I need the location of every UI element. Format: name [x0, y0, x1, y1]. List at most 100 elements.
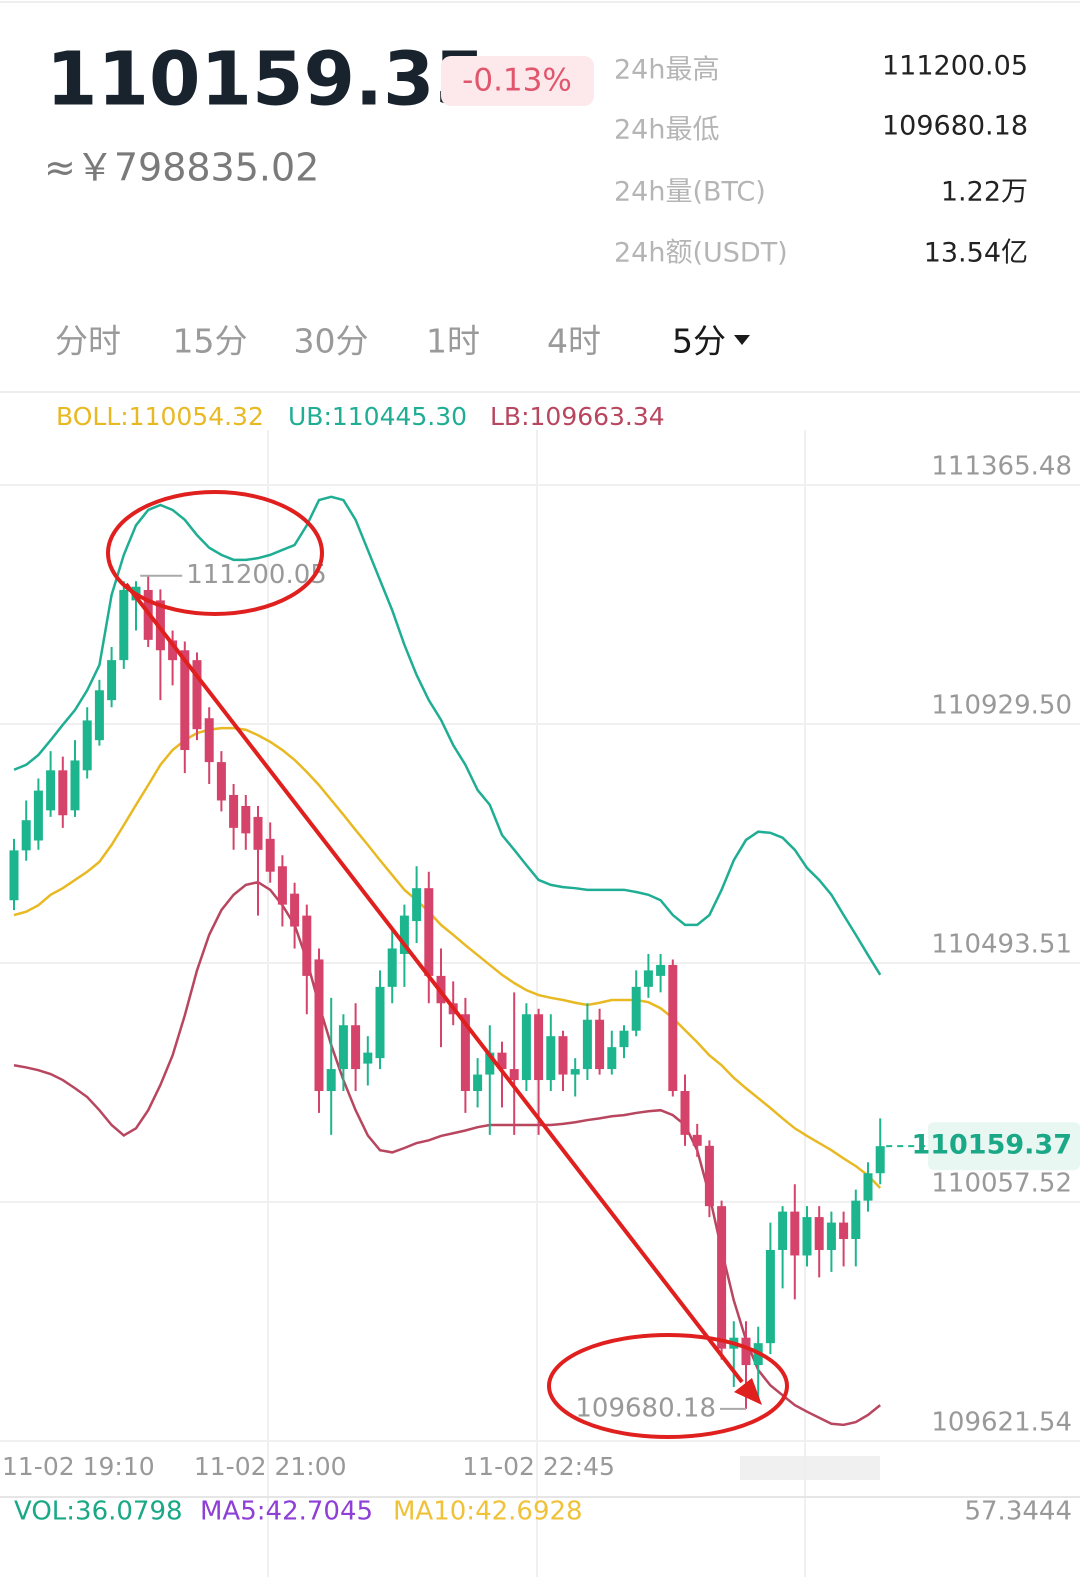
- candle-body: [473, 1074, 483, 1092]
- candle-body: [826, 1222, 836, 1250]
- candle-body: [851, 1200, 861, 1240]
- candle-body: [643, 970, 653, 987]
- tab[interactable]: 1时: [426, 322, 480, 361]
- change: -0.13%: [462, 63, 572, 99]
- candle-body: [107, 660, 117, 701]
- stat-value: 1.22万: [941, 177, 1028, 208]
- tab[interactable]: 30分: [294, 322, 369, 361]
- candle-body: [277, 866, 287, 905]
- user-annotation: [106, 490, 789, 1439]
- candle-body: [375, 986, 385, 1059]
- candle-body: [558, 1036, 568, 1075]
- dropdown-caret[interactable]: [734, 335, 750, 345]
- candle-body: [363, 1052, 373, 1064]
- candle-body: [814, 1217, 824, 1250]
- volume-legend: MA5:42.7045: [200, 1497, 373, 1527]
- candle-body: [546, 1036, 556, 1081]
- candle-body: [680, 1091, 690, 1135]
- candle-body: [875, 1146, 885, 1174]
- candle-body: [399, 915, 409, 954]
- candle-body: [82, 720, 92, 771]
- candle-body: [497, 1052, 507, 1070]
- candle-body: [387, 948, 397, 987]
- circle-annotation: [106, 490, 324, 616]
- candle-body: [424, 888, 434, 976]
- x-tick-label: 11-02 19:10: [2, 1452, 155, 1481]
- candle-body: [656, 964, 666, 976]
- candle-body: [326, 1069, 336, 1092]
- candle-body: [619, 1030, 629, 1048]
- candle-body: [692, 1134, 702, 1146]
- candle-body: [204, 718, 214, 763]
- stat-label: 24h最高: [614, 55, 719, 86]
- candle-body: [192, 660, 202, 730]
- volume-max: 57.3444: [964, 1497, 1072, 1527]
- candle-body: [21, 820, 31, 851]
- last-price-box: [928, 1122, 1080, 1171]
- candle-body: [509, 1069, 519, 1081]
- x-tick-label: 11-02 22:45: [462, 1452, 615, 1481]
- candle-body: [253, 816, 263, 850]
- candle-body: [534, 1014, 544, 1081]
- candle-body: [607, 1047, 617, 1070]
- candle-body: [631, 986, 641, 1031]
- candle-body: [314, 959, 324, 1092]
- candle-body: [582, 1019, 592, 1070]
- candle-body: [802, 1217, 812, 1256]
- candle-body: [216, 762, 226, 801]
- candle-body: [94, 690, 104, 741]
- legend-entry: UB:110445.30: [288, 402, 467, 431]
- candle-body: [46, 770, 56, 811]
- candle-body: [570, 1069, 580, 1075]
- candle-body: [521, 1014, 531, 1081]
- candle-body: [717, 1206, 727, 1349]
- band-line: [13, 726, 882, 1189]
- cny-price: ≈￥798835.02: [44, 146, 319, 190]
- legend-entry: LB:109663.34: [490, 402, 665, 431]
- arrow-line: [124, 582, 744, 1384]
- stat-label: 24h量(BTC): [614, 177, 766, 208]
- tab[interactable]: 4时: [547, 322, 601, 361]
- price: 110159.35: [46, 37, 486, 123]
- stat-label: 24h最低: [614, 115, 719, 146]
- y-tick-label: 109621.54: [931, 1408, 1072, 1438]
- plot: 111365.48 110929.50 110493.51 110057.52 1096…: [0, 402, 1080, 1527]
- candle-body: [302, 915, 312, 976]
- stat-value: 13.54亿: [924, 238, 1028, 269]
- x-tick-label: 11-02 21:00: [194, 1452, 347, 1481]
- y-tick-label: 111365.48: [931, 452, 1072, 482]
- tab[interactable]: 15分: [173, 322, 248, 361]
- candle-body: [180, 650, 190, 751]
- candle-body: [790, 1211, 800, 1256]
- candle-body: [168, 640, 178, 661]
- y-tick-label: 110929.50: [931, 691, 1072, 721]
- stat-value: 111200.05: [882, 51, 1028, 82]
- band-line: [13, 880, 881, 1427]
- candle-body: [351, 1025, 361, 1070]
- candle-body: [229, 794, 239, 828]
- candle-body: [741, 1337, 751, 1366]
- candle-body: [33, 790, 43, 841]
- last-price-label: 110159.37: [911, 1130, 1072, 1161]
- circle-annotation: [547, 1333, 789, 1439]
- stat-value: 109680.18: [882, 111, 1028, 142]
- tab[interactable]: 分时: [55, 322, 121, 361]
- candle-body: [863, 1173, 873, 1201]
- candle-body: [485, 1052, 495, 1075]
- legend-entry: BOLL:110054.32: [56, 402, 264, 431]
- candle-body: [241, 805, 251, 834]
- vertical-grid: [267, 430, 806, 1577]
- candle-body: [668, 964, 678, 1092]
- candle-body: [595, 1019, 605, 1070]
- candle-body: [9, 850, 19, 901]
- candle-body: [338, 1025, 348, 1070]
- tab-active[interactable]: 5分: [672, 322, 726, 361]
- y-tick-label: 110057.52: [931, 1169, 1072, 1199]
- blurred-label: [740, 1456, 880, 1480]
- candle-body: [460, 1014, 470, 1092]
- volume-legend: MA10:42.6928: [393, 1497, 583, 1527]
- low-marker-label: 109680.18: [575, 1393, 716, 1423]
- candle-body: [290, 893, 300, 927]
- arrow-head: [734, 1378, 762, 1405]
